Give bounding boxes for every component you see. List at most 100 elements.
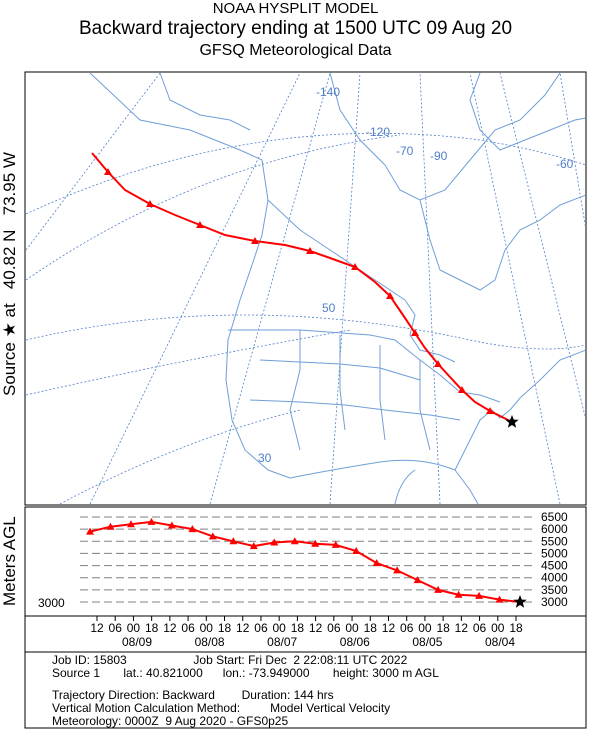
- trajectory-title: Backward trajectory ending at 1500 UTC 0…: [78, 18, 513, 39]
- height-point: [393, 566, 402, 574]
- height-point: [454, 590, 463, 598]
- source-line: Source 1 lat.: 40.821000 lon.: -73.94900…: [52, 666, 439, 680]
- height-point: [352, 547, 361, 554]
- date-label: 08/04: [485, 635, 515, 649]
- trajectory-marker: [411, 329, 419, 336]
- x-tick-label: 00: [127, 621, 141, 635]
- longitude-label: -140: [316, 85, 340, 99]
- height-point: [229, 537, 238, 545]
- vertical-motion-line: Vertical Motion Calculation Method: Mode…: [52, 701, 391, 715]
- date-label: 08/09: [122, 635, 152, 649]
- height-point: [372, 559, 381, 567]
- height-tick-label: 3500: [541, 583, 568, 597]
- source-latitude: 40.82 N: [0, 229, 19, 290]
- trajectory-marker: [386, 292, 394, 299]
- height-point: [331, 540, 340, 548]
- trajectory-marker: [434, 360, 442, 367]
- x-tick-label: 12: [90, 621, 104, 635]
- height-point: [86, 527, 94, 535]
- height-point: [126, 520, 135, 528]
- x-tick-label: 12: [455, 621, 469, 635]
- height-line: [89, 520, 521, 603]
- x-tick-label: 06: [181, 621, 195, 635]
- x-tick-label: 06: [109, 621, 123, 635]
- height-point: [249, 542, 258, 550]
- trajectory-marker: [104, 168, 112, 175]
- x-tick-label: 06: [400, 621, 414, 635]
- height-series: [86, 517, 527, 608]
- height-point: [147, 517, 156, 525]
- longitude-label: -70: [396, 144, 414, 158]
- x-tick-label: 12: [163, 621, 177, 635]
- height-point: [106, 522, 115, 530]
- x-tick-label: 18: [291, 621, 305, 635]
- job-id-line: Job ID: 15803 Job Start: Fri Dec 2 22:08…: [52, 653, 408, 667]
- height-tick-label: 5500: [541, 534, 568, 548]
- height-axis-label: Meters AGL: [0, 516, 19, 606]
- height-tick-label: 5000: [541, 546, 568, 560]
- height-point: [167, 521, 176, 529]
- trajectory-marker: [458, 386, 466, 393]
- map-panel: -140 -120 -70 -90 -60 50 30: [24, 71, 587, 506]
- height-tick-label: 4000: [541, 571, 568, 585]
- source-height-label: 3000: [38, 596, 65, 610]
- height-source-star: [513, 595, 527, 608]
- longitude-label: -90: [430, 149, 448, 163]
- height-point: [495, 595, 504, 603]
- direction-line: Trajectory Direction: Backward Duration:…: [52, 688, 334, 702]
- trajectory-marker: [306, 247, 314, 254]
- x-tick-label: 18: [436, 621, 450, 635]
- height-gridlines: [80, 516, 535, 603]
- height-point: [434, 585, 443, 593]
- x-tick-label: 12: [236, 621, 250, 635]
- x-tick-label: 06: [327, 621, 341, 635]
- x-tick-label: 00: [200, 621, 214, 635]
- height-point: [188, 525, 197, 533]
- info-frame: [24, 651, 587, 729]
- height-tick-label: 3000: [541, 595, 568, 609]
- trajectory-marker: [146, 200, 154, 207]
- meteorology-line: Meteorology: 0000Z 9 Aug 2020 - GFS0p25: [52, 714, 289, 728]
- x-ticks: [96, 616, 517, 621]
- height-point: [311, 539, 320, 547]
- graticule: [26, 73, 585, 504]
- x-tick-label: 06: [254, 621, 268, 635]
- height-point: [208, 532, 217, 540]
- date-label: 08/08: [195, 635, 225, 649]
- x-tick-label: 00: [345, 621, 359, 635]
- trajectory-marker: [196, 221, 204, 228]
- source-star-marker: [505, 415, 519, 428]
- longitude-label: -120: [366, 125, 390, 139]
- latitude-label: 50: [322, 301, 336, 315]
- x-tick-label: 00: [272, 621, 286, 635]
- map-frame: [24, 71, 587, 506]
- date-label: 08/05: [412, 635, 442, 649]
- trajectory-map-path: [91, 152, 519, 428]
- x-tick-label: 06: [473, 621, 487, 635]
- x-tick-label: 18: [364, 621, 378, 635]
- height-tick-label: 6500: [541, 510, 568, 524]
- height-point: [290, 537, 299, 545]
- height-point: [270, 538, 279, 546]
- trajectory-marker: [486, 407, 494, 414]
- date-label: 08/07: [267, 635, 297, 649]
- x-tick-label: 12: [309, 621, 323, 635]
- date-label: 08/06: [340, 635, 370, 649]
- trajectory-marker: [351, 263, 359, 270]
- height-tick-label: 6000: [541, 522, 568, 536]
- source-longitude: 73.95 W: [0, 152, 19, 216]
- time-axis-panel: 12 06 00 18 12 06 00 18 12 06 00 18 12 06 00 18 12 06 00 18…: [24, 615, 587, 653]
- x-tick-label: 18: [145, 621, 159, 635]
- x-tick-label: 18: [218, 621, 232, 635]
- height-point: [413, 576, 422, 584]
- model-title: NOAA HYSPLIT MODEL: [212, 0, 379, 17]
- met-data-subtitle: GFSQ Meteorological Data: [199, 42, 392, 59]
- longitude-label: -60: [556, 157, 574, 171]
- x-tick-label: 18: [509, 621, 523, 635]
- x-tick-label: 00: [418, 621, 432, 635]
- height-point: [475, 591, 484, 599]
- coastlines: [89, 73, 585, 504]
- x-tick-label: 00: [491, 621, 505, 635]
